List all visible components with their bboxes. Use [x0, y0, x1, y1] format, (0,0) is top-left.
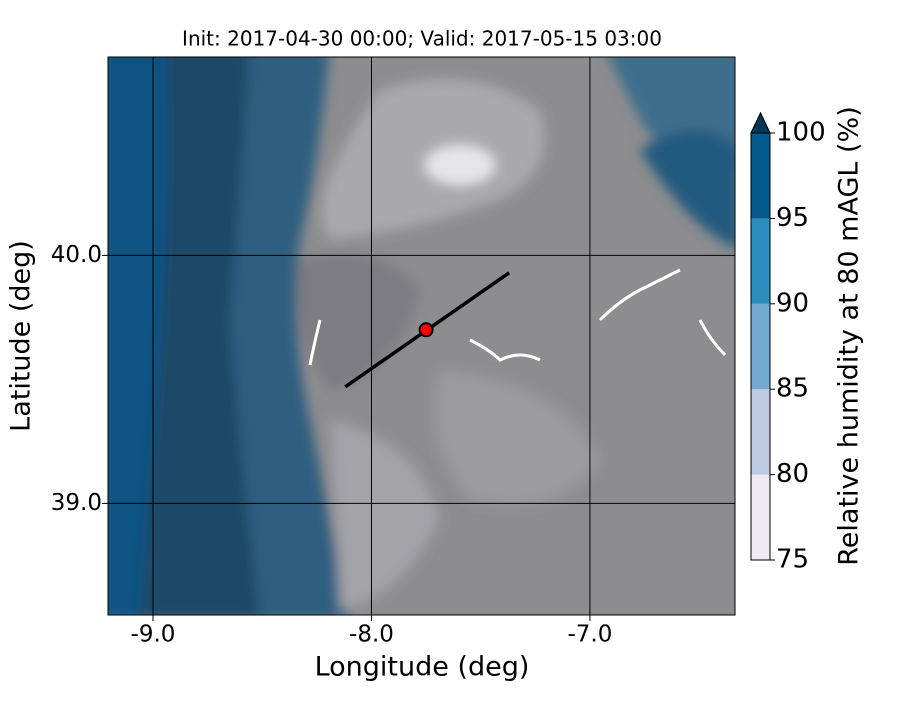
- colorbar-extend: [750, 111, 771, 134]
- plot-frame: [107, 56, 736, 616]
- chart-title: Init: 2017-04-30 00:00; Valid: 2017-05-1…: [182, 27, 662, 51]
- y-axis-label: Latitude (deg): [6, 240, 37, 432]
- x-tick-label: -7.0: [567, 622, 612, 648]
- colorbar-tick-label: 75: [776, 545, 809, 575]
- colorbar-band: [751, 389, 770, 475]
- colorbar-tick-label: 85: [776, 374, 809, 404]
- field-shapes: [108, 57, 735, 615]
- location-marker: [418, 322, 434, 338]
- colorbar-tick-label: 80: [776, 459, 809, 489]
- colorbar-label: Relative humidity at 80 mAGL (%): [834, 106, 865, 566]
- colorbar-band: [751, 133, 770, 219]
- x-axis-label: Longitude (deg): [315, 652, 530, 683]
- colorbar-tick-label: 95: [776, 203, 809, 233]
- y-tick-label: 40.0: [51, 242, 102, 268]
- field: [108, 57, 735, 615]
- x-tick-label: -8.0: [349, 622, 394, 648]
- x-tick-label: -9.0: [131, 622, 176, 648]
- y-tick-label: 39.0: [51, 490, 102, 516]
- colorbar-band: [751, 303, 770, 390]
- colorbar-frame: [750, 111, 771, 561]
- colorbar-band: [751, 218, 770, 304]
- colorbar-tick-label: 100: [776, 118, 826, 148]
- field-highlights: [308, 268, 727, 366]
- colorbar-band: [751, 474, 770, 560]
- colorbar-tick-label: 90: [776, 288, 809, 318]
